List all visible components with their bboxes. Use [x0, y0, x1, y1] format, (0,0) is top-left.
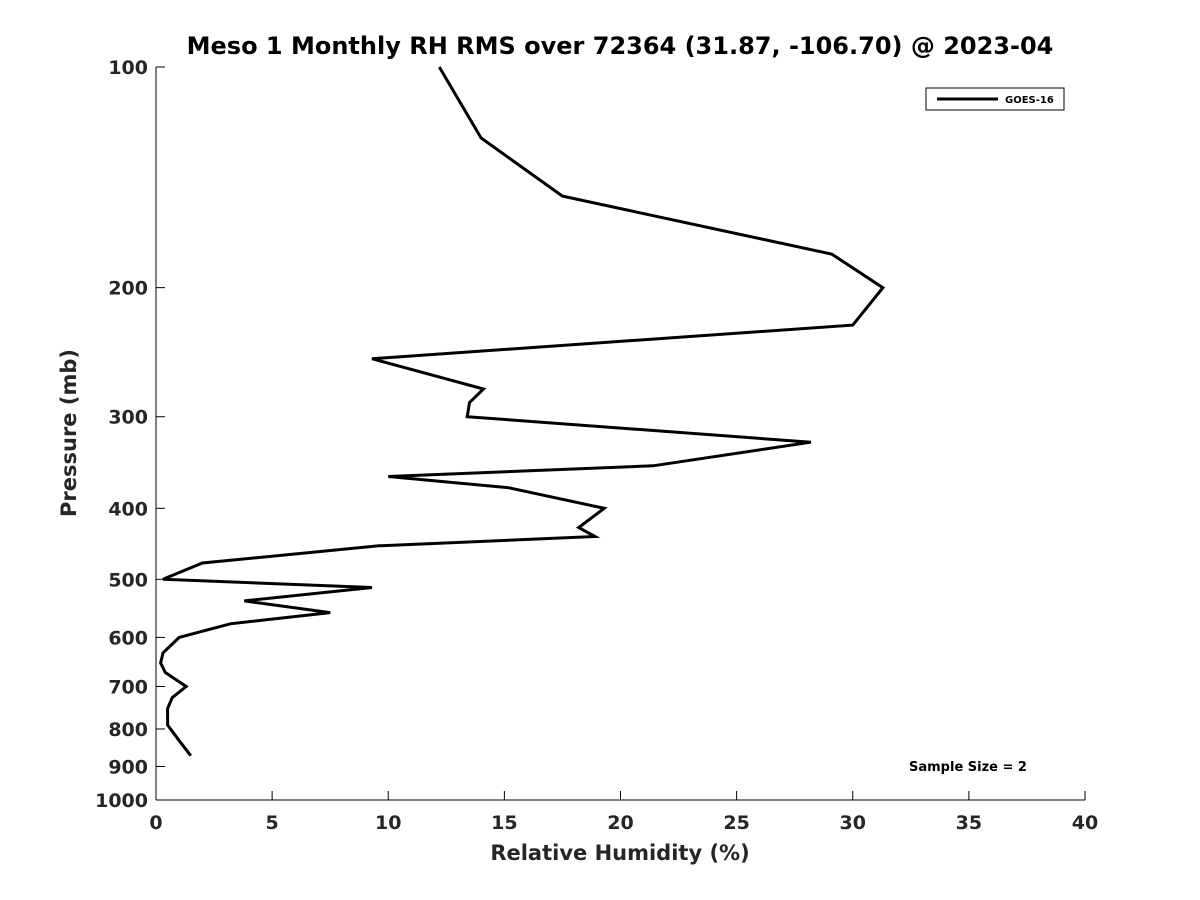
- legend-label-goes-16: GOES-16: [1005, 95, 1054, 106]
- y-tick-label: 300: [108, 407, 148, 429]
- x-tick-label: 0: [149, 812, 162, 834]
- plot-axes: [155, 67, 1085, 801]
- y-axis-label: Pressure (mb): [57, 349, 81, 517]
- series-points: [160, 66, 884, 756]
- x-tick-label: 35: [956, 812, 982, 834]
- chart-title: Meso 1 Monthly RH RMS over 72364 (31.87,…: [187, 32, 1054, 60]
- y-tick-label: 1000: [95, 790, 148, 812]
- x-ticks: 0 5 10 15 20 25 30 35 40: [149, 791, 1098, 834]
- y-ticks: 100 200 300 400 500 600 700 800 900 1000: [95, 57, 165, 812]
- y-tick-label: 600: [108, 627, 148, 649]
- x-tick-label: 20: [607, 812, 633, 834]
- sample-size-annotation: Sample Size = 2: [909, 760, 1027, 775]
- x-tick-label: 15: [491, 812, 517, 834]
- x-tick-label: 25: [723, 812, 749, 834]
- x-axis-label: Relative Humidity (%): [490, 841, 749, 865]
- y-tick-label: 400: [108, 498, 148, 520]
- x-tick-label: 40: [1072, 812, 1098, 834]
- y-tick-label: 900: [108, 756, 148, 778]
- y-tick-label: 100: [108, 57, 148, 79]
- y-tick-label: 500: [108, 569, 148, 591]
- y-tick-label: 800: [108, 719, 148, 741]
- x-tick-label: 5: [266, 812, 279, 834]
- y-tick-label: 200: [108, 278, 148, 300]
- series-line-goes-16: [159, 66, 886, 757]
- legend: GOES-16: [925, 87, 1065, 111]
- x-tick-label: 10: [375, 812, 401, 834]
- x-tick-label: 30: [840, 812, 866, 834]
- y-tick-label: 700: [108, 676, 148, 698]
